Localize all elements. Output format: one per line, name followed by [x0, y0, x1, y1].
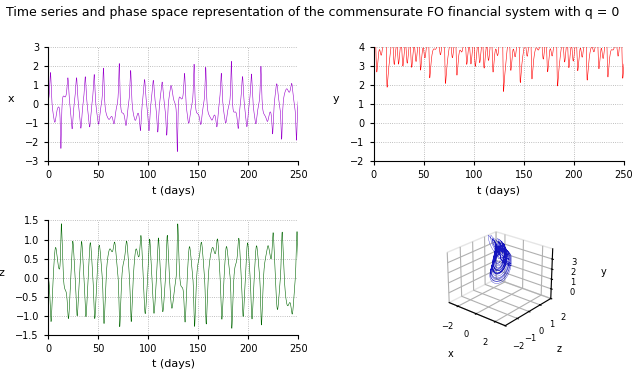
Y-axis label: x: x [8, 94, 14, 104]
Y-axis label: y: y [333, 94, 340, 104]
Y-axis label: z: z [557, 344, 562, 354]
Y-axis label: z: z [0, 268, 4, 277]
X-axis label: t (days): t (days) [152, 359, 195, 369]
X-axis label: x: x [447, 349, 453, 359]
X-axis label: t (days): t (days) [152, 186, 195, 196]
X-axis label: t (days): t (days) [477, 186, 520, 196]
Text: Time series and phase space representation of the commensurate FO financial syst: Time series and phase space representati… [6, 6, 620, 19]
